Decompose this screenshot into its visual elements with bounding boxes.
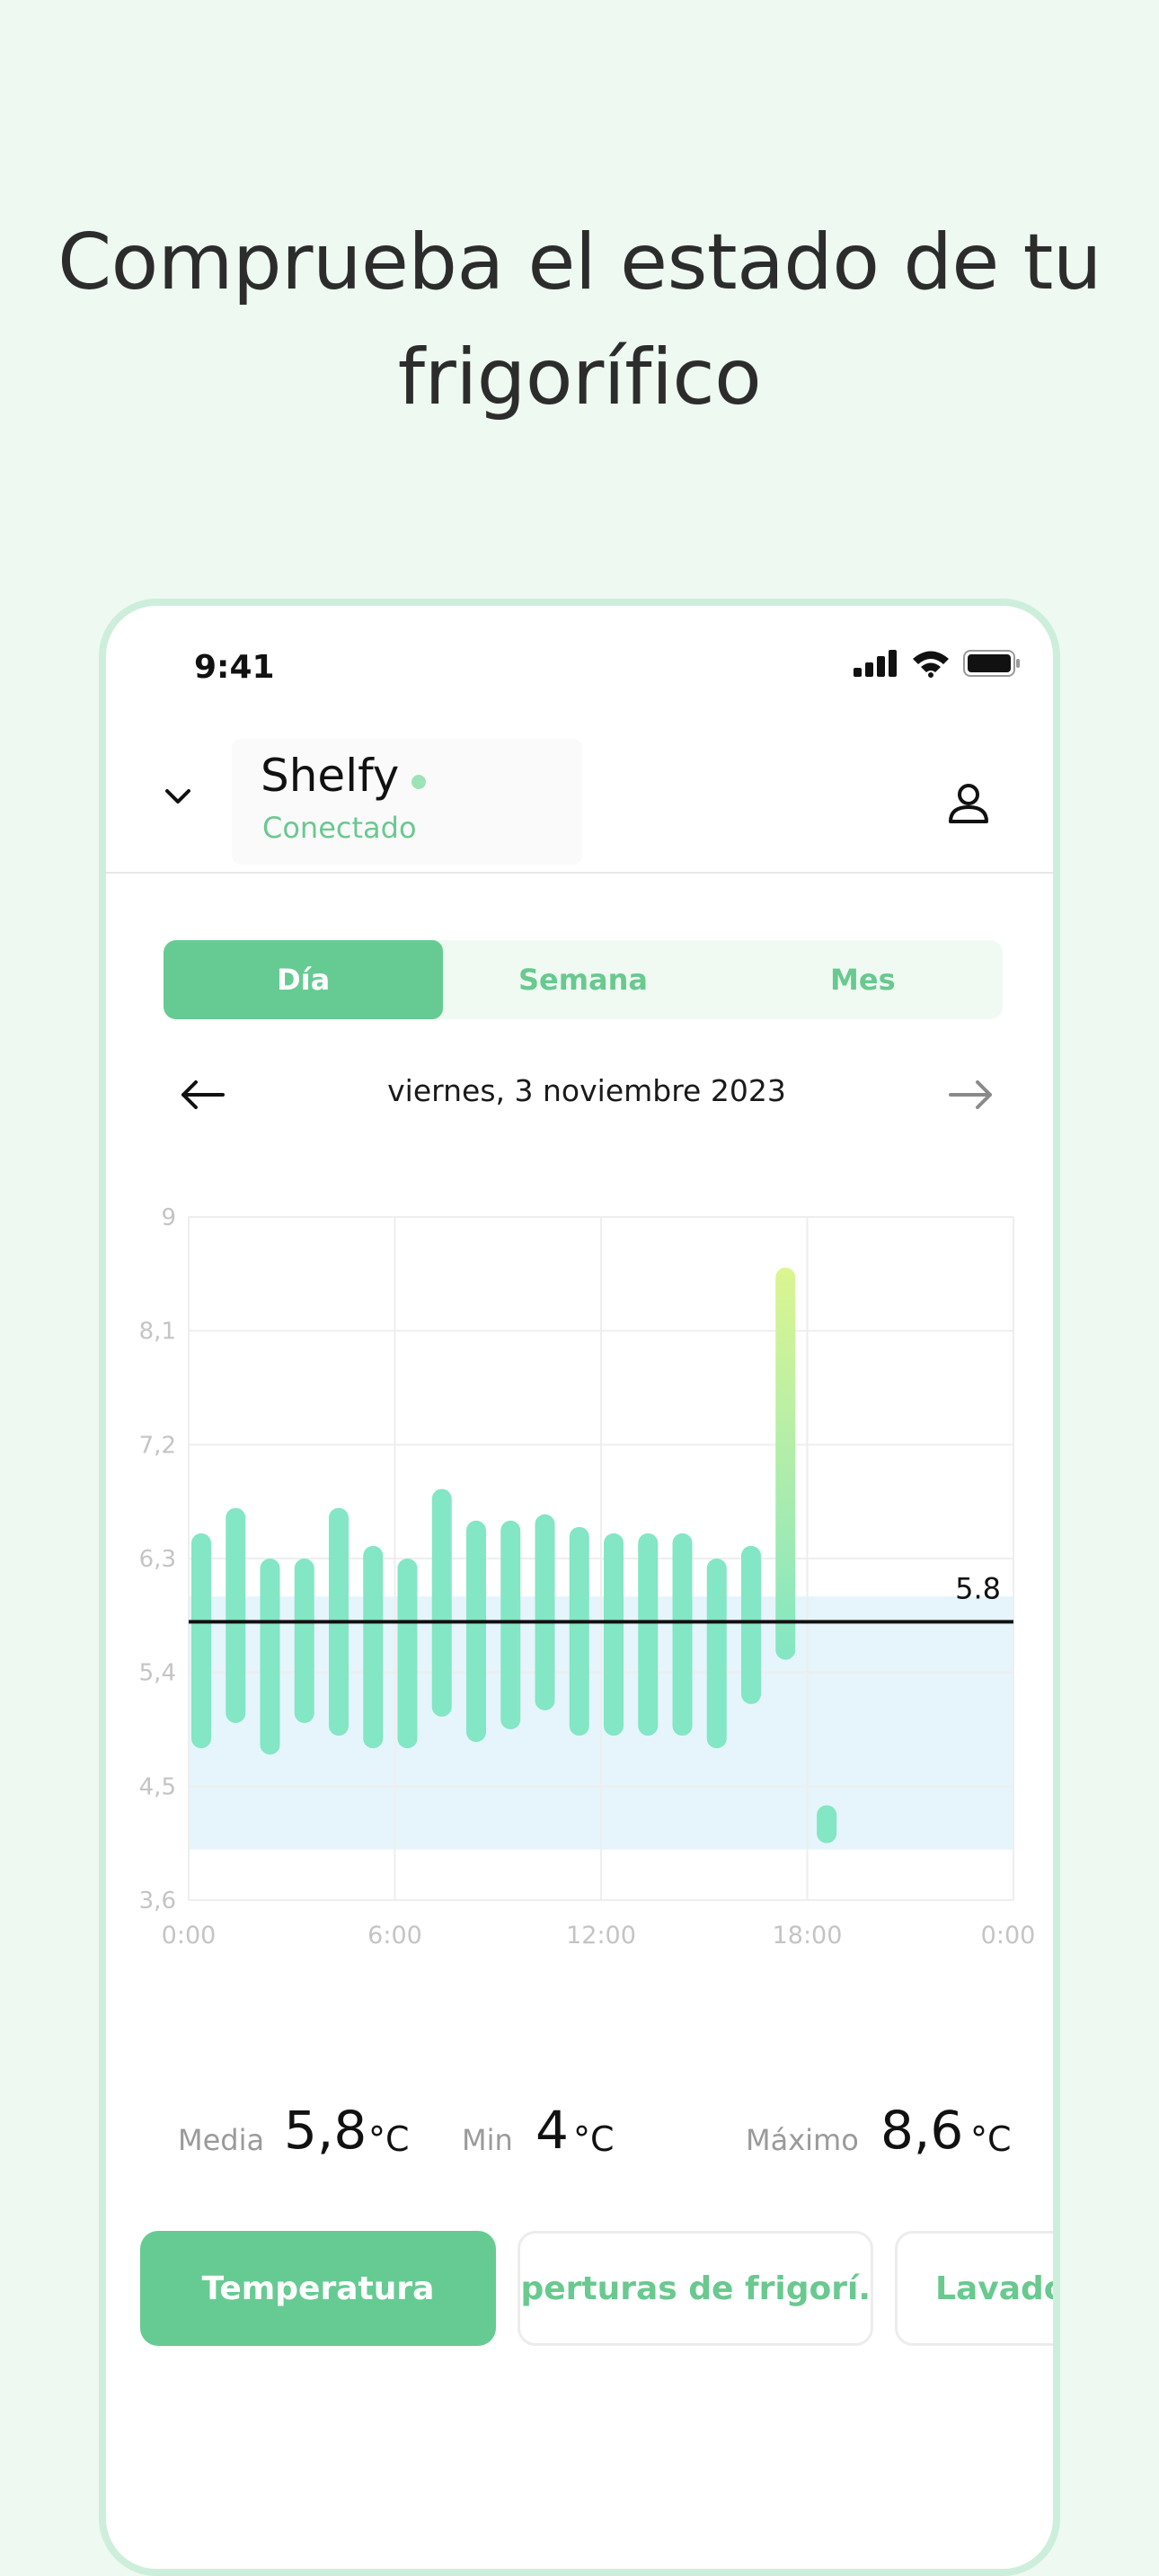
y-tick-label: 7,2 [139, 1432, 176, 1459]
connection-dot [411, 775, 426, 789]
cellular-signal-icon [854, 650, 897, 677]
current-date: viernes, 3 noviembre 2023 [387, 1073, 786, 1108]
tab-dia[interactable]: Día [164, 940, 444, 1019]
stat-value-min: 4 [535, 2100, 569, 2161]
y-tick-label: 5,4 [139, 1660, 176, 1687]
stats-row: Media 5,8 °C Min 4 °C Máximo 8,6 °C [106, 2089, 1053, 2170]
stat-label-media: Media [178, 2123, 265, 2157]
y-tick-label: 6,3 [139, 1546, 176, 1573]
device-name: Shelfy [261, 750, 400, 802]
temperature-bar [191, 1532, 211, 1749]
stat-unit-media: °C [368, 2119, 410, 2159]
temperature-bar [260, 1559, 280, 1755]
user-icon[interactable] [942, 777, 995, 831]
chip-aperturas[interactable]: Aperturas de frigorí... [518, 2231, 873, 2346]
temperature-bar [431, 1488, 452, 1717]
stat-label-max: Máximo [746, 2123, 859, 2157]
temperature-bar [706, 1559, 727, 1749]
temperature-bar [500, 1520, 521, 1729]
headline-line-1: Comprueba el estado de tu [58, 218, 1101, 307]
y-tick-label: 9 [161, 1204, 176, 1231]
temperature-bar [672, 1532, 693, 1737]
temperature-bar [569, 1526, 589, 1737]
reference-line-label: 5.8 [955, 1571, 1001, 1605]
chip-temperatura[interactable]: Temperatura [140, 2231, 496, 2346]
temperature-bar [604, 1532, 624, 1737]
device-selector[interactable]: Shelfy Conectado [232, 739, 582, 865]
period-tabs: Día Semana Mes [164, 940, 1003, 1019]
y-tick-label: 3,6 [139, 1888, 176, 1914]
phone-frame: 9:41 Shelfy Conectado [99, 599, 1060, 2576]
temperature-bar [775, 1267, 796, 1660]
status-time: 9:41 [194, 649, 275, 686]
x-tick-label: 12:00 [566, 1922, 636, 1950]
temperature-bar [741, 1545, 761, 1704]
device-status: Conectado [262, 811, 417, 845]
arrow-right-icon[interactable] [943, 1068, 997, 1122]
app-header: Shelfy Conectado [106, 723, 1053, 874]
stat-value-max: 8,6 [880, 2100, 964, 2161]
stat-label-min: Min [462, 2123, 513, 2157]
temperature-bar [638, 1532, 659, 1737]
arrow-left-icon[interactable] [176, 1068, 230, 1122]
x-tick-label: 6:00 [367, 1922, 422, 1950]
temperature-bar [226, 1507, 246, 1723]
date-navigation: viernes, 3 noviembre 2023 [142, 1059, 1031, 1131]
x-tick-label: 18:00 [773, 1922, 843, 1950]
x-tick-label: 0:00 [162, 1922, 217, 1950]
temperature-bar [817, 1805, 837, 1843]
temperature-chart: 9 8,1 7,2 6,3 5,4 4,5 3,6 0:00 6:00 12:00 18:00 0:0… [106, 1199, 1053, 1990]
headline: Comprueba el estado de tu frigorífico [0, 205, 1159, 435]
battery-icon [963, 650, 1020, 677]
temperature-bar [363, 1545, 384, 1749]
chip-lavado[interactable]: Lavado [895, 2231, 1053, 2346]
x-tick-label: 0:00 [981, 1922, 1036, 1950]
status-icons [854, 649, 1021, 678]
stat-unit-max: °C [970, 2119, 1012, 2159]
wifi-icon [913, 651, 949, 678]
temperature-chart-svg: 9 8,1 7,2 6,3 5,4 4,5 3,6 0:00 6:00 12:00 18:00 0:0… [139, 1204, 1036, 1950]
y-tick-label: 8,1 [139, 1319, 176, 1346]
headline-line-2: frigorífico [397, 333, 762, 422]
tab-mes[interactable]: Mes [830, 963, 896, 997]
chevron-down-icon[interactable] [151, 769, 205, 823]
y-tick-label: 4,5 [139, 1773, 176, 1800]
temperature-bar [535, 1514, 555, 1710]
temperature-bar [466, 1520, 486, 1743]
temperature-bar [294, 1559, 314, 1723]
tab-semana[interactable]: Semana [518, 963, 649, 997]
stat-unit-min: °C [573, 2119, 615, 2159]
temperature-bar [397, 1559, 418, 1749]
stat-value-media: 5,8 [284, 2100, 367, 2161]
